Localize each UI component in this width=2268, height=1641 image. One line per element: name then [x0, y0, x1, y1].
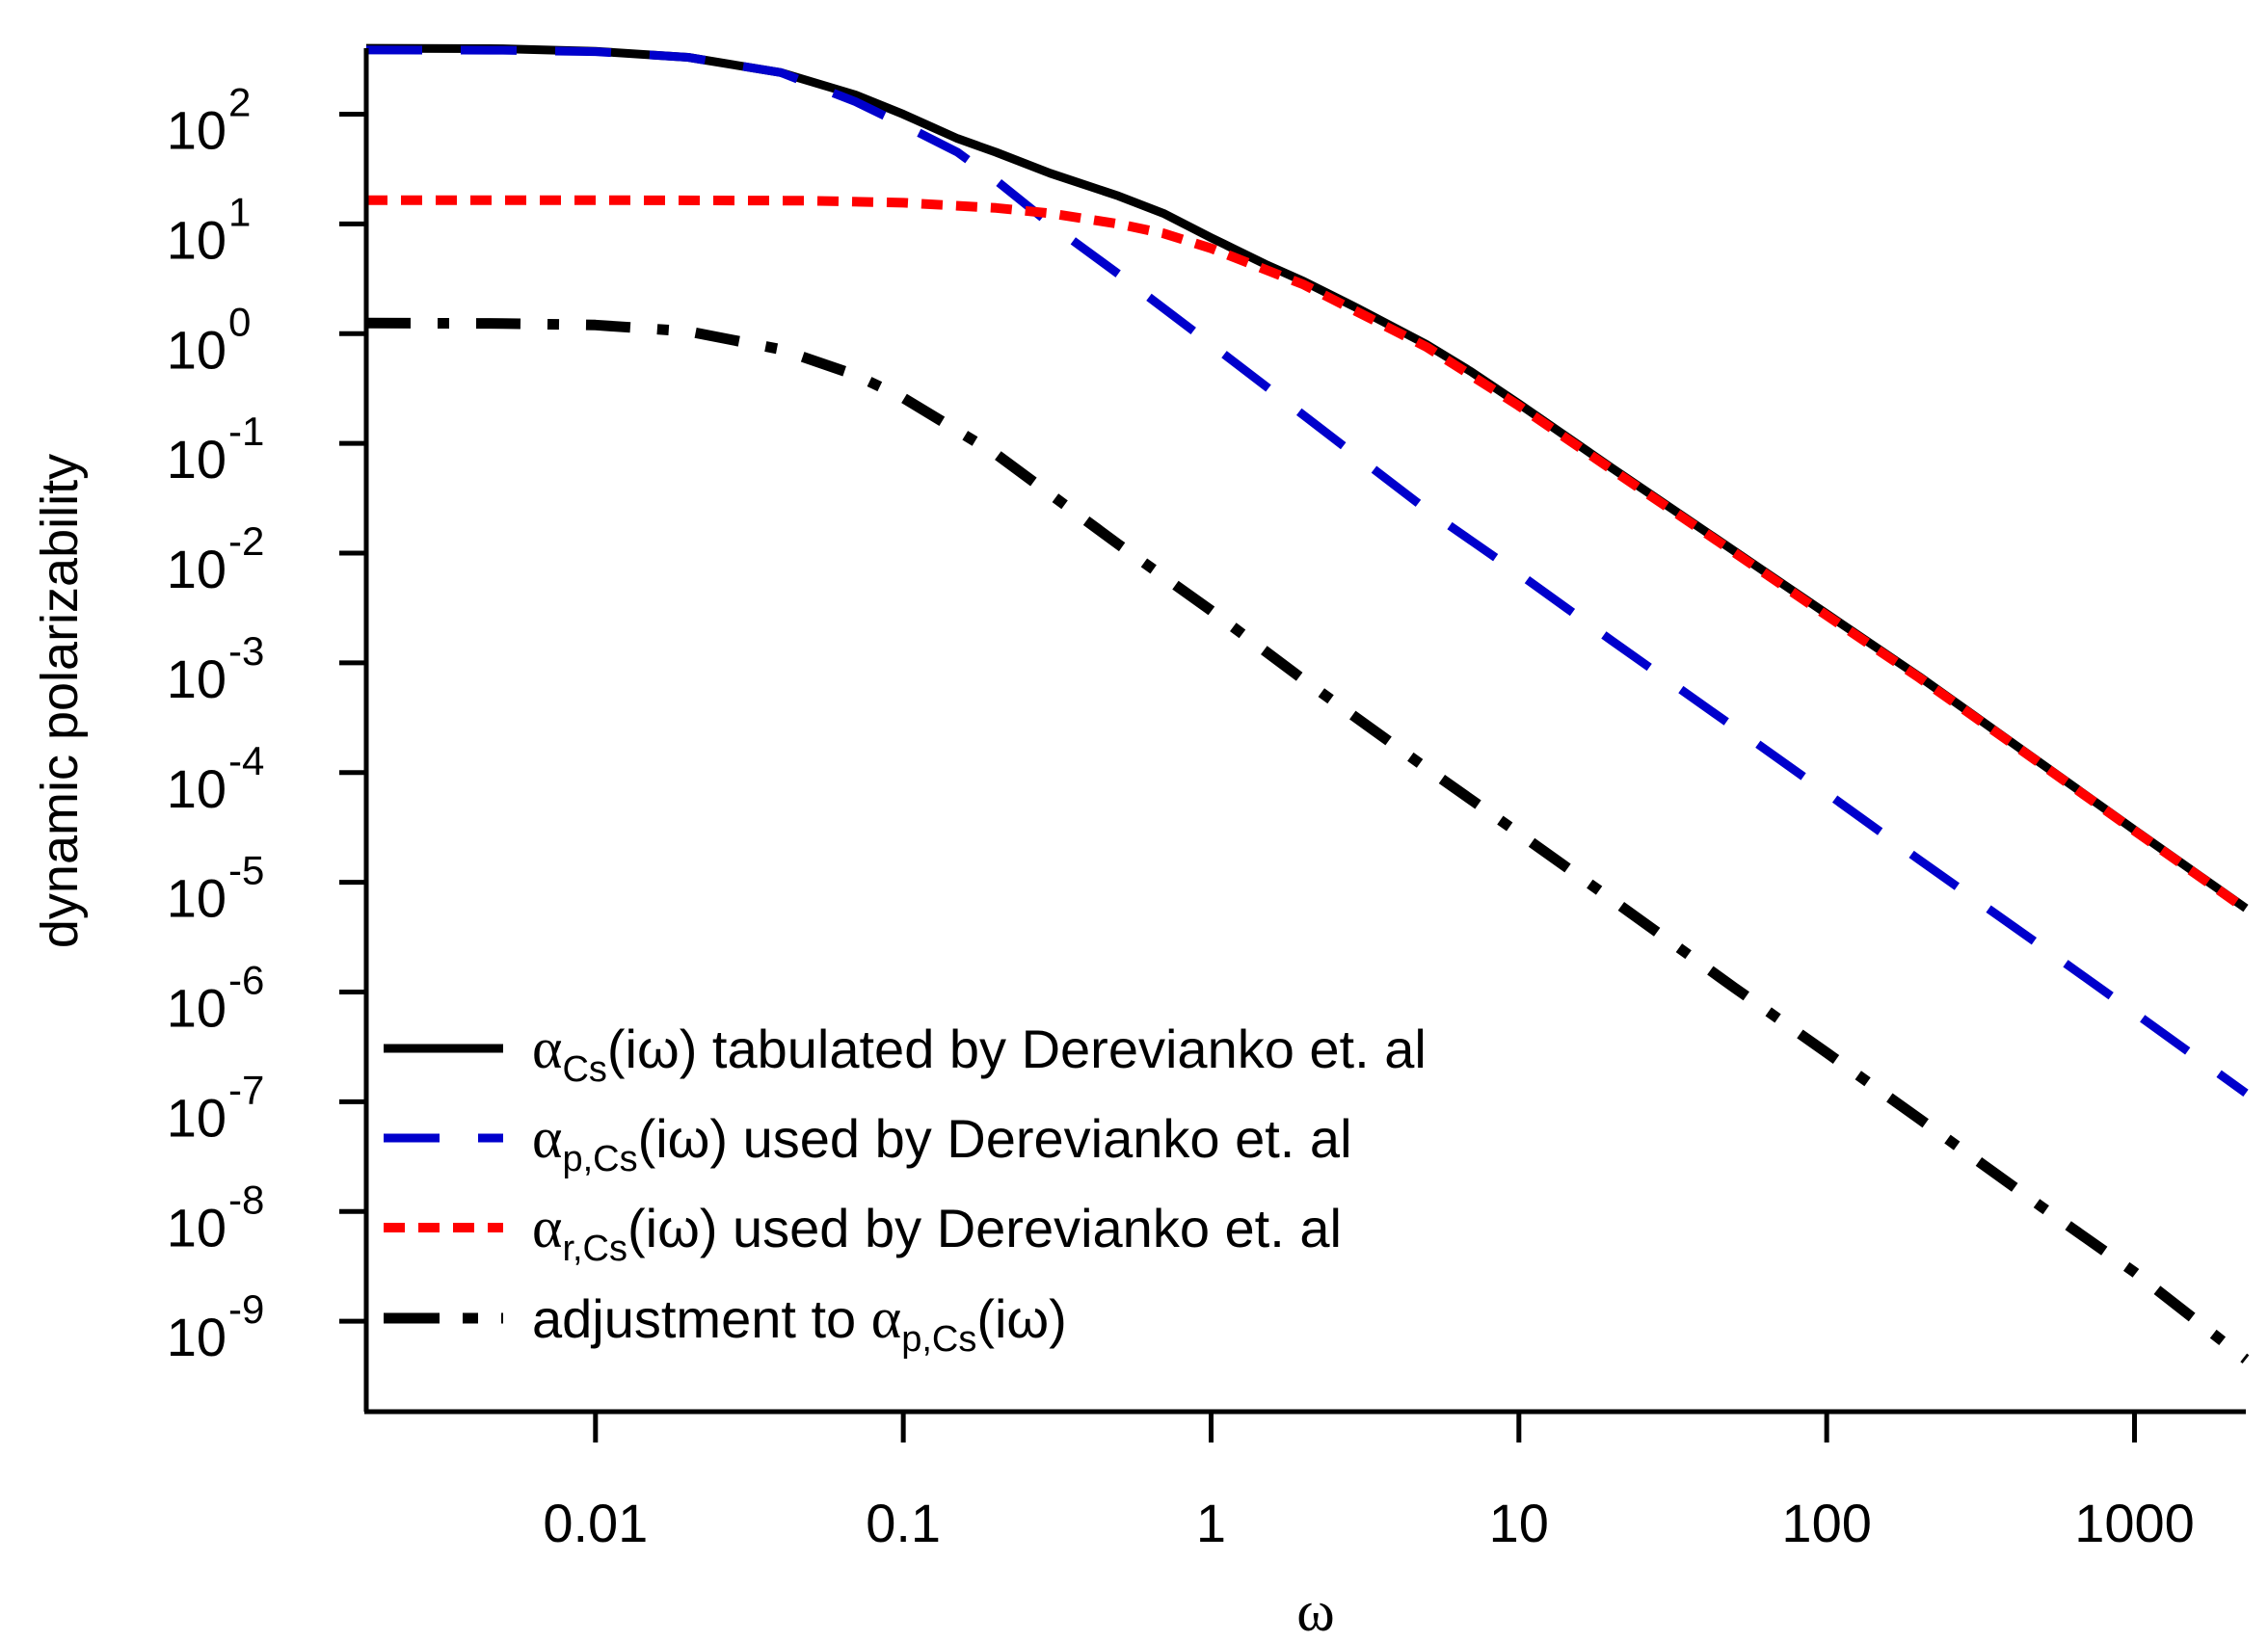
y-tick-label-base: 10 — [167, 648, 227, 709]
legend-label: αp,Cs(iω) used by Derevianko et. al — [532, 1106, 1352, 1179]
x-tick-label: 1000 — [2074, 1493, 2195, 1553]
y-tick-label-base: 10 — [167, 209, 227, 270]
y-tick-label-exponent: -8 — [228, 1177, 264, 1222]
legend-label-alpha: α — [532, 1196, 562, 1259]
legend-label-rest: (iω) used by Derevianko et. al — [627, 1198, 1342, 1258]
y-tick-label-exponent: -4 — [228, 738, 264, 783]
y-tick-label-exponent: -6 — [228, 958, 264, 1003]
y-tick-label-exponent: -7 — [228, 1067, 264, 1112]
y-tick-label-base: 10 — [167, 758, 227, 819]
series-line-dashed — [365, 45, 2249, 1098]
y-tick-label-exponent: -2 — [228, 518, 264, 564]
y-tick-label-base: 10 — [167, 1197, 227, 1257]
legend-label-subscript: Cs — [562, 1049, 606, 1090]
y-tick-label-base: 10 — [167, 978, 227, 1039]
y-tick-label-exponent: 0 — [228, 299, 251, 344]
legend-label: αr,Cs(iω) used by Derevianko et. al — [532, 1196, 1342, 1269]
x-tick-label: 0.01 — [543, 1493, 648, 1553]
y-tick-label-exponent: -3 — [228, 628, 264, 674]
x-tick-label: 100 — [1781, 1493, 1871, 1553]
y-tick-label-base: 10 — [167, 1087, 227, 1148]
y-axis-title: dynamic polarizability — [31, 454, 89, 948]
x-axis-title: ω — [1296, 1579, 1335, 1641]
y-tick-label-base: 10 — [167, 429, 227, 490]
y-tick-label-exponent: 1 — [228, 189, 251, 234]
legend: αCs(iω) tabulated by Derevianko et. alαp… — [384, 1017, 1427, 1360]
legend-label-alpha: α — [871, 1286, 901, 1350]
legend-label: adjustment to αp,Cs(iω) — [532, 1286, 1067, 1360]
y-tick-label-exponent: -9 — [228, 1286, 264, 1332]
y-tick-label-base: 10 — [167, 319, 227, 380]
legend-label-rest: (iω) used by Derevianko et. al — [638, 1108, 1352, 1169]
x-tick-label: 10 — [1489, 1493, 1549, 1553]
series-line-dashdot — [365, 317, 2250, 1364]
y-tick-label-exponent: -1 — [228, 409, 264, 454]
legend-label-subscript: p,Cs — [901, 1319, 976, 1360]
legend-label-alpha: α — [532, 1106, 562, 1170]
x-tick-label: 0.1 — [866, 1493, 941, 1553]
legend-label: αCs(iω) tabulated by Derevianko et. al — [532, 1017, 1427, 1090]
y-tick-label-base: 10 — [167, 868, 227, 929]
y-tick-label-base: 10 — [167, 539, 227, 599]
y-tick-label-base: 10 — [167, 100, 227, 161]
series-layer — [365, 43, 2250, 1364]
y-tick-label-exponent: 2 — [228, 80, 251, 125]
y-tick-label-base: 10 — [167, 1307, 227, 1367]
legend-label-subscript: p,Cs — [562, 1139, 637, 1179]
legend-label-alpha: α — [532, 1017, 562, 1080]
legend-label-rest: (iω) — [976, 1288, 1066, 1349]
legend-label-prefix: adjustment to — [532, 1288, 871, 1349]
axes-layer — [363, 48, 2246, 1415]
x-tick-label: 1 — [1196, 1493, 1226, 1553]
y-tick-label-exponent: -5 — [228, 848, 264, 893]
legend-label-rest: (iω) tabulated by Derevianko et. al — [607, 1019, 1427, 1079]
series-line-dotted — [366, 195, 2249, 913]
legend-label-subscript: r,Cs — [562, 1229, 627, 1269]
